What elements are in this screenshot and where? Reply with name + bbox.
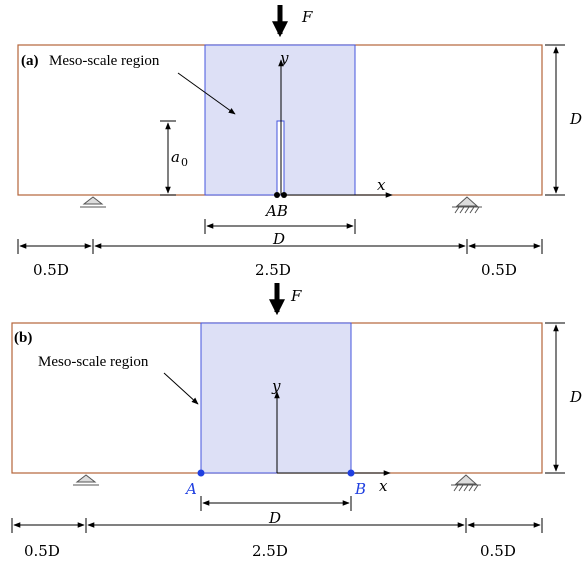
- force-label-a: F: [301, 8, 313, 26]
- y-axis-label-a: y: [279, 49, 289, 67]
- point-b-b: [347, 469, 355, 477]
- height-label-a: D: [569, 110, 582, 128]
- region-label-a: Meso-scale region: [49, 53, 160, 69]
- y-axis-label-b: y: [271, 377, 281, 395]
- notch-depth-sub-a: 0: [181, 156, 188, 169]
- panel-a: F (a) Meso-scale region y x AB a 0 D: [17, 5, 582, 279]
- pin-support-icon: [451, 474, 481, 492]
- span-label-left-a: 0.5D: [33, 261, 69, 279]
- x-axis-label-b: x: [379, 477, 388, 495]
- notch-depth-label-a: a: [171, 148, 180, 166]
- x-axis-label-a: x: [377, 176, 386, 194]
- pin-support-icon: [452, 196, 482, 214]
- meso-region-b: [200, 322, 352, 474]
- point-a-a: [274, 192, 280, 198]
- panel-tag-b: (b): [14, 330, 32, 346]
- region-pointer-b: [163, 372, 199, 405]
- span-label-right-b: 0.5D: [480, 542, 516, 560]
- center-width-label-b: D: [268, 509, 281, 527]
- span-label-mid-b: 2.5D: [252, 542, 288, 560]
- point-b-label-b: B: [354, 480, 366, 498]
- height-label-b: D: [569, 388, 582, 406]
- point-a-b: [197, 469, 205, 477]
- span-label-left-b: 0.5D: [24, 542, 60, 560]
- roller-support-icon: [73, 474, 99, 486]
- force-label-b: F: [290, 287, 302, 305]
- roller-support-icon: [80, 196, 106, 208]
- panel-tag-a: (a): [21, 53, 39, 69]
- point-b-a: [281, 192, 287, 198]
- points-label-a: AB: [264, 202, 288, 220]
- panel-b: F (b) Meso-scale region y x A B D: [11, 283, 582, 560]
- span-label-right-a: 0.5D: [481, 261, 517, 279]
- region-label-b: Meso-scale region: [38, 354, 149, 370]
- center-width-label-a: D: [272, 230, 285, 248]
- span-label-mid-a: 2.5D: [255, 261, 291, 279]
- region-pointer-a: [177, 72, 236, 115]
- point-a-label-b: A: [184, 480, 197, 498]
